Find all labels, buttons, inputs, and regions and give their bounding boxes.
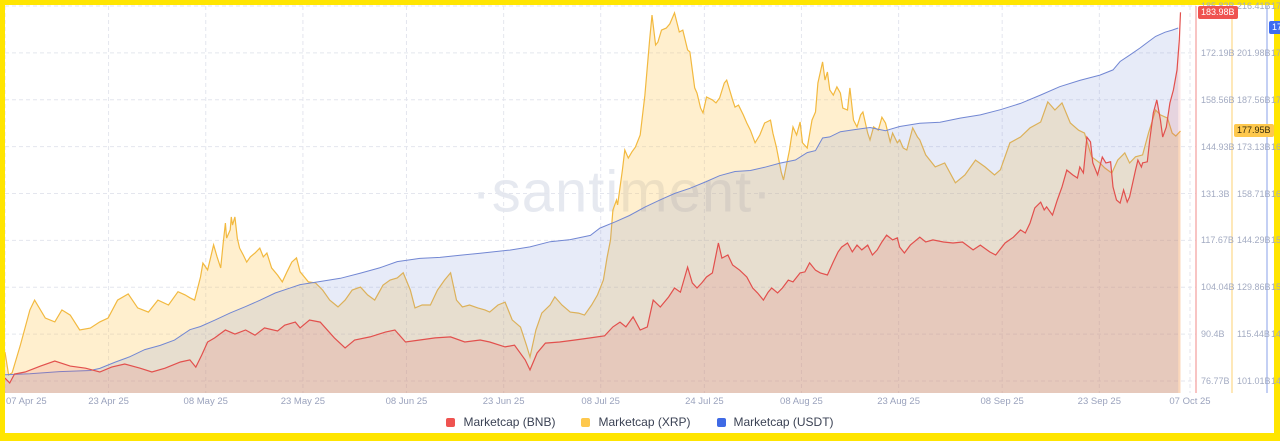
y-tick-label-xrp: 187.56B — [1237, 94, 1271, 105]
y-tick-label-bnb: 158.56B — [1201, 94, 1235, 105]
legend-label: Marketcap (USDT) — [733, 415, 834, 429]
y-tick-label-usdt: 15 — [1271, 235, 1280, 246]
usdt-line-series — [4, 27, 1179, 376]
xrp-current-value-badge: 177.95B — [1234, 124, 1274, 138]
bnb-area-fill — [5, 12, 1181, 394]
watermark: ·santiment· — [471, 159, 772, 226]
legend-item-bnb[interactable]: Marketcap (BNB) — [446, 415, 555, 429]
x-tick-label: 07 Oct 25 — [1169, 396, 1211, 407]
xrp-line-series — [4, 11, 1181, 376]
frame-border-top — [0, 0, 1280, 5]
x-tick-label: 08 May 25 — [183, 396, 228, 407]
bnb-current-value-badge: 183.98B — [1198, 5, 1238, 19]
y-tick-label-usdt: 17 — [1271, 94, 1280, 105]
x-tick-label: 23 May 25 — [280, 396, 326, 407]
y-tick-label-usdt: 16 — [1271, 141, 1280, 152]
usdt-current-value-badge: 17 — [1269, 21, 1280, 35]
legend: Marketcap (BNB) Marketcap (XRP) Marketcap … — [0, 415, 1280, 429]
y-tick-label-xrp: 144.29B — [1237, 235, 1271, 246]
y-tick-label-bnb: 76.77B — [1201, 376, 1230, 386]
y-tick-label-usdt: 14 — [1271, 329, 1280, 340]
x-tick-label: 08 Aug 25 — [780, 396, 823, 407]
y-tick-label-usdt: 16 — [1271, 188, 1280, 199]
xrp-area-fill — [5, 12, 1181, 394]
legend-item-usdt[interactable]: Marketcap (USDT) — [716, 415, 834, 429]
legend-label: Marketcap (BNB) — [463, 415, 556, 429]
x-tick-label: 08 Jun 25 — [385, 396, 428, 407]
legend-label: Marketcap (XRP) — [598, 415, 691, 429]
usdt-area-fill — [5, 28, 1179, 393]
x-tick-label: 08 Sep 25 — [980, 396, 1024, 407]
y-tick-label-xrp: 101.01B — [1237, 376, 1271, 386]
x-tick-label: 07 Apr 25 — [6, 396, 47, 407]
y-tick-label-usdt: 17 — [1271, 47, 1280, 58]
y-tick-label-bnb: 104.04B — [1201, 282, 1235, 293]
y-tick-label-xrp: 173.13B — [1237, 141, 1271, 152]
y-tick-label-bnb: 144.93B — [1201, 141, 1235, 152]
usdt-legend-swatch-icon — [716, 417, 726, 427]
x-tick-label: 24 Jul 25 — [685, 396, 724, 407]
y-tick-label-usdt: 14 — [1271, 376, 1280, 386]
frame-border-bottom — [0, 433, 1280, 441]
frame-border-left — [0, 0, 5, 441]
bnb-line-series — [4, 12, 1182, 385]
y-tick-label-xrp: 129.86B — [1237, 282, 1271, 293]
y-tick-label-bnb: 117.67B — [1201, 235, 1234, 246]
x-tick-label: 23 Apr 25 — [88, 396, 129, 407]
x-tick-label: 23 Sep 25 — [1077, 396, 1122, 407]
x-tick-label: 23 Jun 25 — [482, 396, 525, 407]
xrp-legend-swatch-icon — [581, 417, 591, 427]
y-tick-label-usdt: 15 — [1271, 282, 1280, 293]
bnb-legend-swatch-icon — [446, 417, 456, 427]
y-tick-label-xrp: 216.41B — [1237, 1, 1271, 11]
y-tick-label-xrp: 201.98B — [1237, 47, 1271, 58]
y-tick-label-bnb: 172.19B — [1201, 47, 1235, 58]
y-tick-label-usdt: 17 — [1271, 1, 1280, 11]
y-tick-label-bnb: 90.4B — [1201, 329, 1225, 340]
y-tick-label-xrp: 115.44B — [1237, 329, 1270, 340]
legend-item-xrp[interactable]: Marketcap (XRP) — [581, 415, 691, 429]
x-tick-label: 08 Jul 25 — [581, 396, 620, 407]
y-tick-label-xrp: 158.71B — [1237, 188, 1271, 199]
x-tick-label: 23 Aug 25 — [877, 396, 920, 407]
frame-border-right — [1274, 0, 1280, 441]
y-tick-label-bnb: 131.3B — [1201, 188, 1230, 199]
